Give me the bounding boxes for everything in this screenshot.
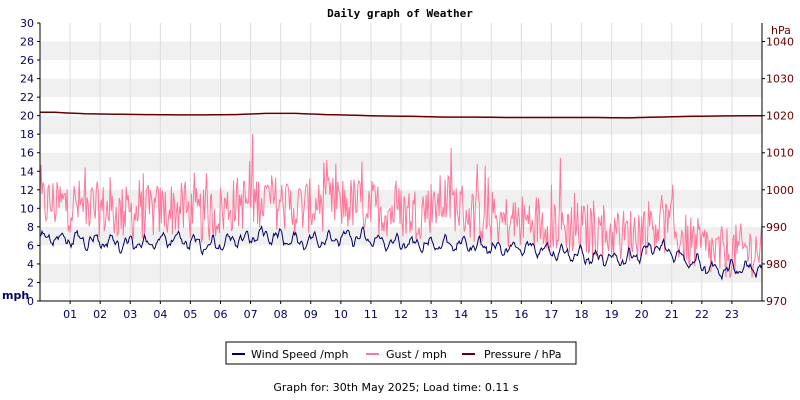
footer-text: Graph for: 30th May 2025; Load time: 0.1… (273, 381, 519, 394)
pressure-series (40, 111, 762, 119)
legend-label-gust: Gust / mph (386, 348, 447, 361)
wind-speed-line (39, 224, 763, 281)
x-tick-label: 15 (484, 308, 498, 321)
chart-title: Daily graph of Weather (327, 7, 473, 20)
x-tick-label: 04 (153, 308, 167, 321)
x-axis-ticks: 01 02 03 04 05 06 07 08 09 10 11 12 13 14 15 16 17 18 19 20… (63, 301, 739, 321)
right-tick-label: 980 (766, 258, 787, 271)
x-tick-label: 12 (394, 308, 408, 321)
left-tick-label: 8 (27, 221, 34, 234)
left-tick-label: 16 (20, 147, 34, 160)
left-tick-label: 2 (27, 276, 34, 289)
x-tick-label: 18 (575, 308, 589, 321)
pressure-line (40, 111, 762, 119)
right-axis-unit: hPa (771, 24, 791, 37)
right-axis-ticks: 970 980 990 1000 1010 1020 1030 1040 (762, 36, 794, 308)
left-tick-label: 10 (20, 202, 34, 215)
x-tick-label: 05 (183, 308, 197, 321)
left-tick-label: 28 (20, 36, 34, 49)
legend: Wind Speed /mph Gust / mph Pressure / hP… (225, 341, 577, 365)
vertical-gridlines (69, 23, 733, 301)
x-tick-label: 03 (123, 308, 137, 321)
left-tick-label: 26 (20, 54, 34, 67)
x-tick-label: 11 (364, 308, 378, 321)
right-tick-label: 1040 (766, 36, 794, 49)
legend-label-pressure: Pressure / hPa (484, 348, 562, 361)
legend-box (225, 341, 577, 365)
right-tick-label: 990 (766, 221, 787, 234)
x-tick-label: 01 (63, 308, 77, 321)
x-tick-label: 06 (214, 308, 228, 321)
left-tick-label: 4 (27, 258, 34, 271)
left-tick-label: 22 (20, 91, 34, 104)
left-axis-unit: mph (2, 289, 29, 302)
left-tick-label: 0 (27, 295, 34, 308)
x-tick-label: 22 (695, 308, 709, 321)
right-tick-label: 1010 (766, 147, 794, 160)
right-tick-label: 1030 (766, 73, 794, 86)
left-tick-label: 20 (20, 110, 34, 123)
x-tick-label: 23 (725, 308, 739, 321)
x-tick-label: 13 (424, 308, 438, 321)
left-tick-label: 30 (20, 17, 34, 30)
x-tick-label: 16 (514, 308, 528, 321)
x-tick-label: 07 (244, 308, 258, 321)
x-tick-label: 19 (605, 308, 619, 321)
x-tick-label: 09 (304, 308, 318, 321)
right-tick-label: 970 (766, 295, 787, 308)
x-tick-label: 08 (274, 308, 288, 321)
x-tick-label: 02 (93, 308, 107, 321)
left-tick-label: 14 (20, 165, 34, 178)
x-tick-label: 10 (334, 308, 348, 321)
left-tick-label: 12 (20, 184, 34, 197)
gust-series (39, 134, 763, 278)
left-tick-label: 24 (20, 73, 34, 86)
right-tick-label: 1020 (766, 110, 794, 123)
x-tick-label: 20 (635, 308, 649, 321)
left-tick-label: 6 (27, 239, 34, 252)
left-tick-label: 18 (20, 128, 34, 141)
x-tick-label: 14 (454, 308, 468, 321)
x-tick-label: 17 (544, 308, 558, 321)
gust-line (39, 134, 763, 278)
legend-label-wind: Wind Speed /mph (251, 348, 349, 361)
wind-speed-series (39, 224, 763, 281)
x-tick-label: 21 (665, 308, 679, 321)
right-tick-label: 1000 (766, 184, 794, 197)
